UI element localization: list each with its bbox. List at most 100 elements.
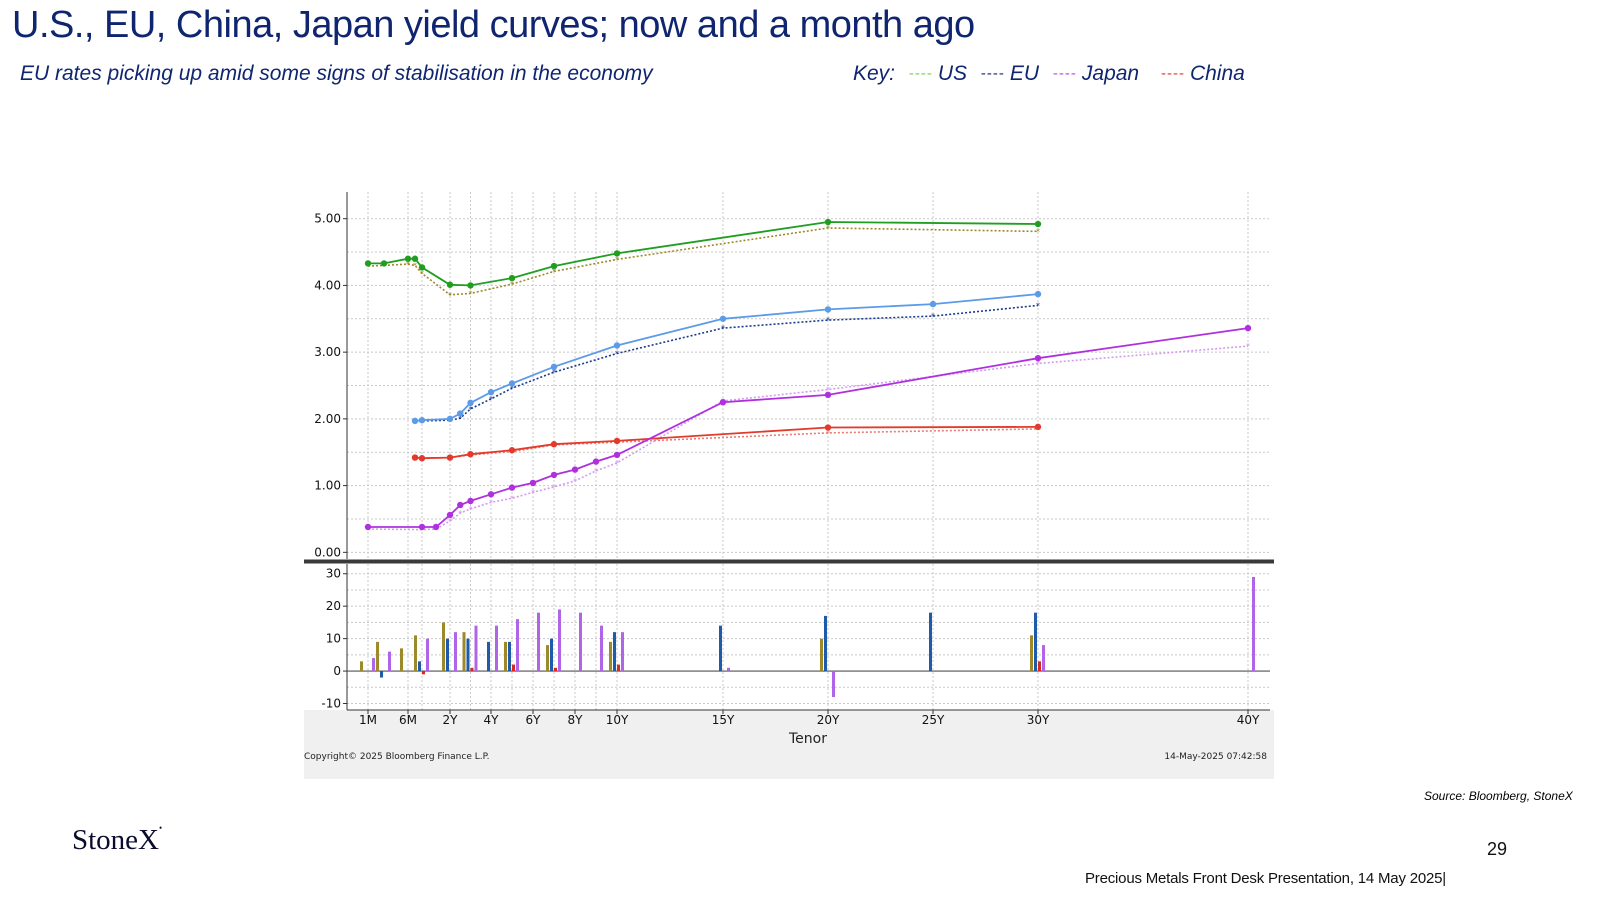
point-eu: [929, 300, 937, 308]
axis-labels: 5.00 4.00 3.00 2.00 1.00 0.00 30 20 10 0 -10 1M 6M 2Y…: [314, 212, 1260, 727]
point-us: [508, 274, 516, 282]
change-bar-japan: [372, 658, 375, 672]
point-eu: [467, 399, 474, 407]
point-china: [467, 451, 474, 458]
key-swatch-us: ----: [908, 65, 933, 82]
x-axis-band: [304, 710, 1274, 744]
change-bar-us: [546, 645, 549, 672]
change-bar-japan: [579, 612, 582, 672]
point-japan: [467, 497, 474, 505]
point-japan-month-ago: *: [1246, 342, 1250, 351]
point-us-month-ago: *: [413, 261, 417, 270]
change-bar-us: [360, 661, 363, 672]
change-bar-us: [400, 648, 403, 672]
panel-divider: [304, 559, 1274, 564]
point-us-month-ago: *: [406, 260, 410, 269]
change-bar-eu: [446, 638, 449, 672]
axes: [304, 192, 1274, 714]
point-eu: [446, 415, 454, 423]
series-line-japan-month-ago: [367, 345, 1249, 531]
point-china: [613, 437, 621, 445]
point-us: [380, 260, 388, 267]
key-name-eu: EU: [1009, 62, 1040, 85]
point-us-month-ago: *: [552, 267, 556, 276]
key-name-us: US: [937, 62, 968, 85]
point-japan-month-ago: *: [552, 483, 556, 492]
point-japan-month-ago: *: [489, 498, 493, 507]
point-japan-month-ago: *: [448, 517, 452, 526]
change-bar-japan: [495, 625, 498, 672]
point-japan-month-ago: *: [1036, 359, 1040, 368]
point-eu-month-ago: *: [1036, 301, 1040, 310]
change-bar-japan: [537, 612, 540, 672]
point-japan-month-ago: *: [573, 477, 577, 486]
change-bar-japan: [621, 632, 624, 672]
y-tick-label: 3.00: [314, 345, 341, 359]
point-china: [1034, 423, 1042, 431]
y-tick-label: 10: [326, 632, 341, 646]
point-eu: [719, 315, 727, 322]
change-bar-japan: [474, 625, 478, 672]
y-tick-label: 2.00: [314, 412, 341, 426]
point-japan: [508, 484, 516, 491]
point-japan: [457, 501, 464, 509]
point-japan: [550, 471, 558, 479]
point-eu-month-ago: *: [489, 395, 493, 404]
change-bar-us: [462, 632, 466, 672]
key-item-eu: ---- EU: [981, 62, 1039, 85]
y-tick-label: -10: [321, 697, 341, 711]
point-eu-month-ago: *: [826, 316, 830, 325]
key-swatch-eu: ----: [980, 65, 1005, 82]
point-china: [446, 454, 454, 461]
change-bar-eu: [613, 632, 616, 672]
point-japan: [1244, 324, 1252, 332]
y-tick-label: 0: [333, 664, 341, 678]
copyright-text: Copyright© 2025 Bloomberg Finance L.P.: [304, 752, 489, 762]
footer-text: Precious Metals Front Desk Presentation,…: [1085, 870, 1446, 887]
yield-lines: ****************************************…: [364, 218, 1252, 535]
point-china: [550, 441, 558, 448]
page-number: 29: [1487, 839, 1508, 859]
point-japan-month-ago: *: [594, 467, 598, 476]
point-us: [364, 260, 372, 267]
change-bar-japan: [727, 667, 730, 672]
series-line-us: [368, 221, 1039, 287]
point-eu: [457, 410, 464, 417]
point-us: [418, 264, 426, 271]
point-us-month-ago: *: [510, 280, 514, 289]
point-japan: [364, 523, 372, 531]
point-japan: [824, 391, 832, 399]
change-bar-japan: [454, 632, 457, 672]
y-tick-label: 20: [326, 599, 341, 613]
x-tick-label: 30Y: [1027, 713, 1050, 727]
point-eu-month-ago: *: [552, 368, 556, 377]
x-axis-title: Tenor: [788, 731, 827, 747]
change-bars: [360, 576, 1255, 698]
x-tick-label: 6M: [399, 713, 417, 727]
point-eu: [550, 363, 558, 371]
change-bar-china: [512, 664, 515, 672]
key-name-japan: Japan: [1081, 62, 1140, 85]
point-us: [824, 218, 832, 226]
point-japan: [1034, 354, 1042, 362]
point-us: [446, 281, 454, 288]
change-bar-eu: [929, 612, 932, 672]
change-bar-us: [820, 638, 823, 672]
point-us-month-ago: *: [1036, 227, 1040, 236]
change-bar-eu: [550, 638, 553, 672]
point-us: [411, 255, 419, 262]
point-japan: [571, 466, 579, 473]
point-japan-month-ago: *: [458, 509, 462, 518]
change-bar-japan: [388, 651, 392, 672]
change-bar-eu: [380, 671, 384, 678]
change-bar-japan: [1042, 645, 1045, 672]
point-us-month-ago: *: [826, 224, 830, 233]
change-bar-japan: [558, 609, 561, 672]
chart-key: Key: ---- US ---- EU ---- Japan ---- China: [853, 62, 1245, 86]
change-bar-japan: [1252, 576, 1255, 672]
point-eu-month-ago: *: [469, 405, 473, 414]
point-china-month-ago: *: [826, 429, 830, 438]
change-bar-china: [470, 667, 474, 672]
change-bar-eu: [508, 641, 511, 672]
point-china: [418, 455, 426, 462]
